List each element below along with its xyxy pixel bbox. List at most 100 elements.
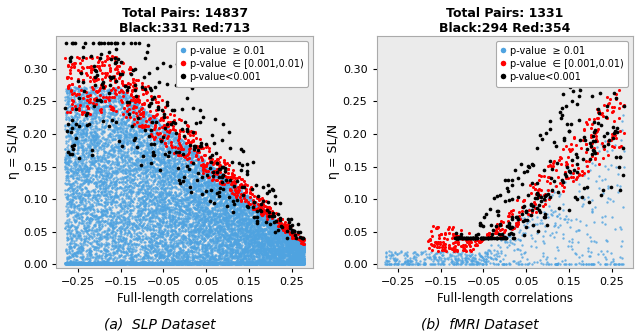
- Point: [118, 138, 128, 144]
- Point: [198, 236, 209, 241]
- Point: [294, 260, 305, 265]
- Point: [457, 260, 467, 266]
- Point: [140, 85, 150, 90]
- Point: [289, 236, 299, 241]
- Point: [274, 256, 284, 261]
- Point: [180, 197, 191, 202]
- Point: [218, 262, 228, 267]
- Point: [181, 258, 191, 263]
- Point: [596, 142, 606, 147]
- Point: [593, 260, 603, 265]
- Point: [104, 150, 115, 155]
- Point: [227, 210, 237, 215]
- Point: [181, 260, 191, 265]
- Point: [454, 234, 465, 240]
- Point: [157, 171, 167, 176]
- Point: [79, 98, 89, 103]
- Point: [202, 201, 212, 207]
- Point: [153, 99, 163, 105]
- Point: [80, 108, 90, 113]
- Point: [115, 85, 125, 91]
- Point: [260, 234, 271, 239]
- Point: [102, 261, 112, 266]
- Point: [296, 260, 306, 265]
- Point: [611, 97, 621, 102]
- Point: [228, 196, 238, 202]
- Point: [286, 261, 296, 266]
- Point: [131, 161, 141, 167]
- Point: [298, 242, 308, 248]
- Point: [204, 191, 214, 197]
- Point: [173, 143, 183, 148]
- Point: [291, 253, 301, 258]
- Point: [157, 153, 168, 158]
- Point: [94, 116, 104, 121]
- Point: [175, 198, 186, 203]
- Point: [449, 247, 459, 253]
- Point: [255, 235, 266, 241]
- Point: [78, 123, 88, 128]
- Point: [105, 104, 115, 109]
- Point: [143, 253, 153, 258]
- Point: [283, 249, 293, 254]
- Point: [294, 236, 304, 242]
- Point: [207, 164, 218, 169]
- Point: [265, 262, 275, 267]
- Point: [104, 222, 115, 227]
- Point: [479, 236, 489, 241]
- Point: [186, 199, 196, 204]
- Point: [101, 164, 111, 169]
- Point: [221, 242, 231, 247]
- Point: [492, 230, 502, 236]
- Point: [618, 204, 628, 209]
- Point: [189, 224, 200, 229]
- Point: [125, 131, 135, 137]
- Point: [132, 191, 143, 196]
- Point: [251, 233, 261, 238]
- Point: [526, 233, 536, 238]
- Point: [267, 253, 277, 259]
- Point: [250, 220, 260, 226]
- Point: [177, 237, 188, 242]
- Point: [117, 205, 127, 210]
- Point: [99, 104, 109, 110]
- Point: [256, 234, 266, 239]
- Point: [470, 236, 481, 241]
- Point: [197, 193, 207, 198]
- Point: [289, 232, 299, 237]
- Point: [148, 245, 159, 250]
- Point: [259, 243, 269, 248]
- Point: [167, 184, 177, 190]
- Point: [68, 169, 79, 175]
- Point: [138, 261, 148, 266]
- Point: [585, 157, 595, 162]
- Point: [77, 79, 88, 84]
- Point: [274, 258, 284, 263]
- Point: [152, 232, 162, 237]
- Point: [65, 165, 76, 170]
- Point: [200, 206, 211, 211]
- Point: [119, 206, 129, 211]
- Point: [201, 166, 211, 171]
- Point: [149, 202, 159, 207]
- Point: [474, 231, 484, 236]
- Point: [230, 253, 240, 258]
- Point: [223, 217, 233, 222]
- Point: [237, 247, 247, 252]
- Point: [152, 166, 163, 171]
- Point: [476, 223, 486, 228]
- Point: [207, 235, 218, 241]
- Point: [106, 152, 116, 158]
- Point: [107, 137, 117, 142]
- Point: [195, 196, 205, 202]
- Point: [218, 194, 228, 199]
- Point: [78, 207, 88, 212]
- Point: [195, 260, 205, 265]
- Point: [237, 220, 247, 225]
- Point: [239, 222, 250, 227]
- Point: [198, 213, 209, 218]
- Point: [225, 245, 235, 250]
- Point: [275, 248, 285, 253]
- Point: [75, 154, 85, 159]
- Point: [148, 118, 158, 123]
